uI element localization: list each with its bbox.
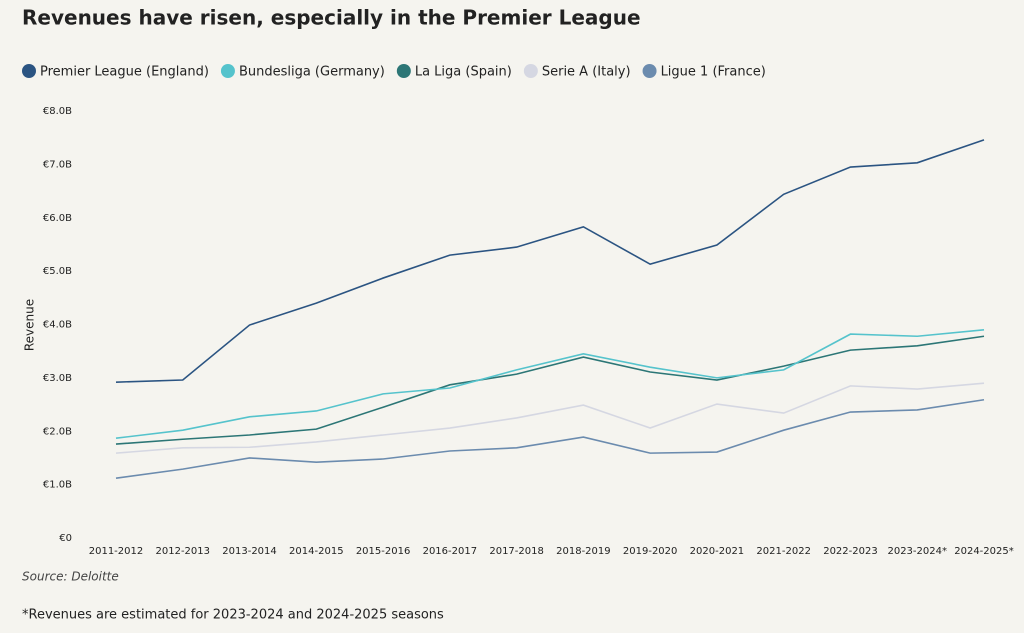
y-tick-label: €5.0B (43, 266, 72, 277)
x-tick-label: 2021-2022 (756, 546, 811, 557)
legend-label: La Liga (Spain) (415, 65, 512, 80)
series-line (115, 329, 985, 439)
y-tick-label: €1.0B (43, 480, 72, 491)
legend-label: Serie A (Italy) (542, 65, 631, 80)
legend-marker (396, 64, 411, 78)
y-axis-title: Revenue (23, 299, 37, 351)
y-tick-label: €4.0B (43, 320, 72, 331)
x-tick-label: 2014-2015 (289, 546, 344, 557)
y-tick-label: €2.0B (43, 426, 72, 437)
x-tick-label: 2015-2016 (356, 546, 411, 557)
series-line (115, 398, 985, 480)
x-tick-label: 2016-2017 (423, 546, 478, 557)
y-tick-label: €3.0B (43, 373, 72, 384)
x-tick-label: 2022-2023 (823, 546, 878, 557)
series-line (115, 335, 985, 445)
x-tick-label: 2011-2012 (89, 546, 144, 557)
x-tick-label: 2013-2014 (222, 546, 277, 557)
legend-marker (523, 64, 538, 78)
y-tick-label: €6.0B (43, 213, 72, 224)
x-tick-label: 2024-2025* (954, 546, 1014, 557)
y-tick-label: €7.0B (43, 159, 72, 170)
x-tick-label: 2017-2018 (489, 546, 544, 557)
x-tick-label: 2018-2019 (556, 546, 611, 557)
legend-label: Premier League (England) (40, 65, 209, 80)
series-line (115, 382, 985, 454)
series-line (115, 139, 985, 383)
legend-label: Ligue 1 (France) (661, 65, 766, 80)
legend-marker (642, 64, 657, 78)
chart-title: Revenues have risen, especially in the P… (22, 6, 641, 30)
source: Source: Deloitte (22, 570, 119, 584)
legend-marker (220, 64, 235, 78)
x-tick-label: 2020-2021 (690, 546, 745, 557)
x-tick-label: 2012-2013 (156, 546, 211, 557)
x-tick-label: 2023-2024* (887, 546, 947, 557)
y-tick-label: €8.0B (43, 106, 72, 117)
legend-marker (22, 64, 36, 78)
footnote: *Revenues are estimated for 2023-2024 an… (22, 608, 444, 623)
x-tick-label: 2019-2020 (623, 546, 678, 557)
y-tick-label: €0 (59, 533, 72, 544)
legend-label: Bundesliga (Germany) (239, 65, 385, 80)
